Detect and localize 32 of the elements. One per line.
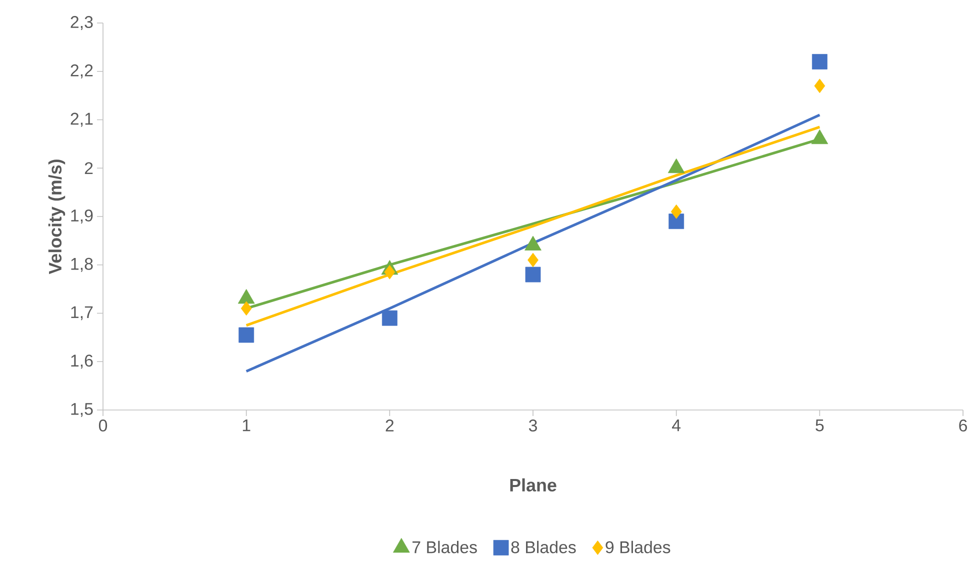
point: [528, 252, 538, 268]
x-tick-label: 1: [242, 420, 250, 432]
point: [240, 301, 252, 316]
point: [668, 214, 684, 230]
point: [382, 310, 398, 326]
y-tick-label: 1,9: [71, 210, 93, 224]
y-axis-title: Velocity (m/s): [48, 160, 66, 274]
y-tick-label: 1,7: [71, 306, 93, 320]
point: [384, 264, 396, 280]
x-tick-label: 5: [816, 420, 824, 432]
point: [525, 266, 541, 282]
y-tick-label: 2: [84, 162, 93, 174]
point: [812, 54, 828, 70]
legend-label: 8 Blades: [511, 540, 576, 554]
legend-label: 7 Blades: [412, 540, 477, 554]
y-tick-label: 2,2: [70, 64, 93, 78]
line-series: [245, 114, 821, 373]
x-tick-label: 6: [959, 420, 967, 432]
point: [238, 327, 254, 343]
y-tick-label: 1,8: [71, 258, 93, 272]
point: [670, 204, 682, 219]
x-tick-label: 0: [98, 420, 108, 432]
x-axis-title: Plane: [510, 478, 556, 492]
x-tick-label: 3: [528, 420, 537, 432]
x-tick-label: 4: [672, 420, 681, 432]
x-tick-label: 2: [386, 420, 394, 432]
y-tick-label: 2,1: [70, 112, 93, 127]
y-tick-label: 2,3: [70, 16, 93, 30]
point: [814, 78, 826, 94]
y-tick-label: 1,5: [71, 403, 93, 417]
y-tick-label: 1,6: [71, 354, 93, 369]
legend-label: 9 Blades: [606, 540, 670, 554]
